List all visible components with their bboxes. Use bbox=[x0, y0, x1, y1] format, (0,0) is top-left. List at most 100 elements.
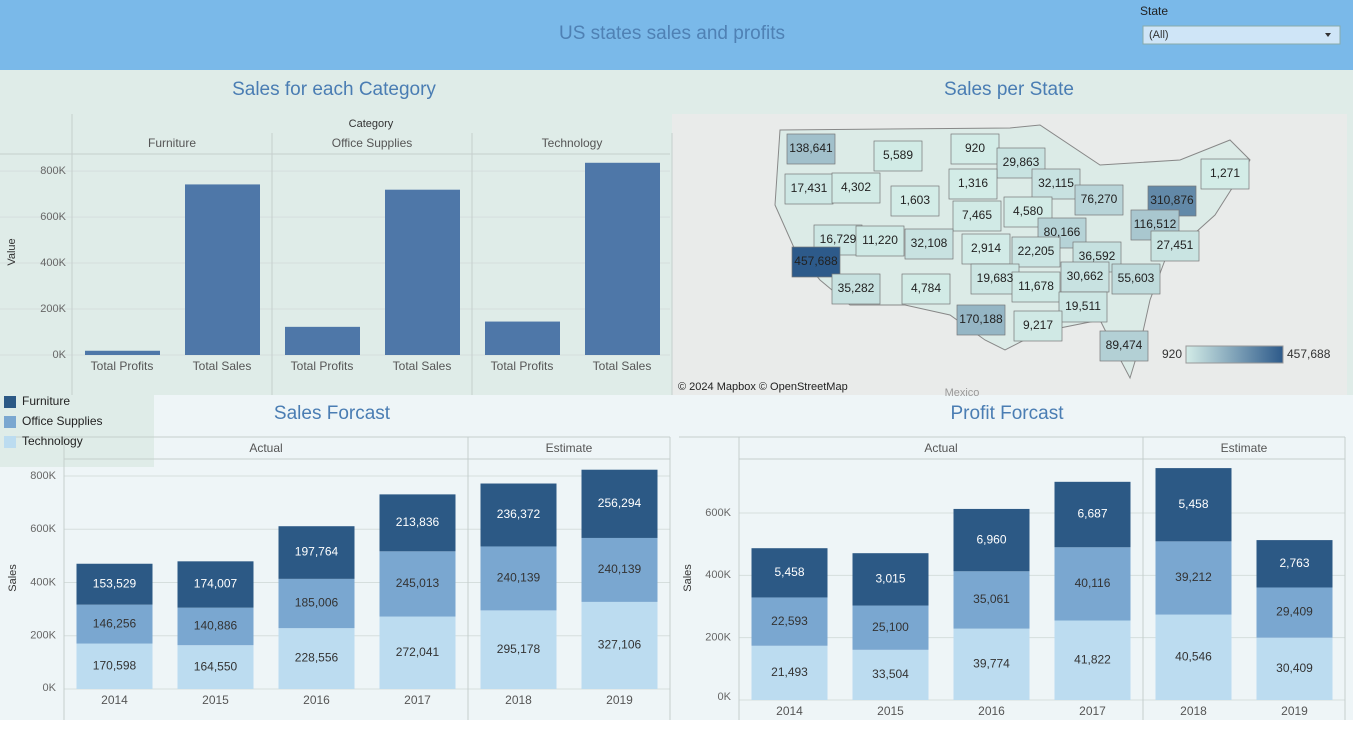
data-label: 245,013 bbox=[396, 576, 440, 590]
x-tick-label: Total Profits bbox=[491, 359, 554, 373]
x-tick-label: 2015 bbox=[877, 704, 904, 718]
state-value-label: 17,431 bbox=[791, 181, 828, 195]
bar-segment bbox=[581, 469, 658, 538]
bar-segment bbox=[379, 551, 456, 617]
state-value-label: 1,316 bbox=[958, 176, 988, 190]
data-label: 228,556 bbox=[295, 651, 339, 665]
bar-segment bbox=[953, 628, 1030, 700]
y-axis-label: Value bbox=[6, 238, 18, 265]
state-value-label: 5,589 bbox=[883, 148, 913, 162]
group-label: Estimate bbox=[1221, 441, 1268, 455]
data-label: 39,774 bbox=[973, 656, 1010, 670]
state bbox=[1031, 168, 1081, 200]
state-value-label: 16,729 bbox=[820, 232, 857, 246]
state bbox=[1099, 330, 1149, 362]
x-tick-label: 2019 bbox=[606, 693, 633, 707]
y-tick-label: 400K bbox=[30, 576, 56, 588]
state bbox=[956, 304, 1006, 336]
state bbox=[1200, 158, 1250, 190]
group-label: Actual bbox=[924, 441, 957, 455]
data-label: 153,529 bbox=[93, 576, 137, 590]
state bbox=[873, 140, 923, 172]
y-axis-label: Sales bbox=[682, 564, 694, 592]
data-label: 25,100 bbox=[872, 620, 909, 634]
header-bar bbox=[0, 0, 1353, 70]
bar-segment bbox=[76, 604, 153, 644]
legend-swatch bbox=[4, 416, 16, 428]
bar-segment bbox=[953, 508, 1030, 572]
dashboard-title: US states sales and profits bbox=[559, 23, 785, 44]
state bbox=[952, 200, 1002, 232]
state bbox=[1011, 236, 1061, 268]
x-tick-label: 2017 bbox=[1079, 704, 1106, 718]
bar-segment bbox=[1155, 614, 1232, 700]
y-tick-label: 600K bbox=[30, 523, 56, 535]
data-label: 240,139 bbox=[598, 562, 642, 576]
state bbox=[970, 263, 1020, 295]
state-value-label: 11,678 bbox=[1018, 279, 1054, 293]
bar-segment bbox=[480, 610, 557, 689]
filter-label: State bbox=[1140, 4, 1168, 18]
facet-label: Technology bbox=[542, 136, 603, 150]
state-value-label: 32,115 bbox=[1038, 176, 1074, 190]
state-value-label: 36,592 bbox=[1079, 249, 1116, 263]
chart-title: Sales per State bbox=[944, 79, 1074, 100]
state-value-label: 4,580 bbox=[1013, 204, 1043, 218]
data-label: 5,458 bbox=[1178, 497, 1208, 511]
state-value-label: 7,465 bbox=[962, 208, 992, 222]
bar bbox=[485, 321, 560, 355]
state bbox=[1150, 230, 1200, 262]
y-tick-label: 600K bbox=[40, 211, 66, 223]
data-label: 3,015 bbox=[875, 572, 905, 586]
data-label: 41,822 bbox=[1074, 652, 1111, 666]
bar-segment bbox=[1054, 481, 1131, 548]
place-label: Mexico bbox=[945, 387, 980, 399]
dropdown-arrow bbox=[1325, 33, 1331, 37]
data-label: 33,504 bbox=[872, 667, 909, 681]
data-label: 272,041 bbox=[396, 645, 440, 659]
state-value-label: 80,166 bbox=[1044, 225, 1081, 239]
data-label: 327,106 bbox=[598, 638, 642, 652]
group-label: Actual bbox=[249, 441, 282, 455]
y-tick-label: 600K bbox=[705, 507, 731, 519]
x-tick-label: Total Sales bbox=[393, 359, 452, 373]
y-tick-label: 200K bbox=[705, 632, 731, 644]
group-label: Estimate bbox=[546, 441, 593, 455]
data-label: 2,763 bbox=[1279, 556, 1309, 570]
x-tick-label: 2018 bbox=[505, 693, 532, 707]
data-label: 6,687 bbox=[1077, 507, 1107, 521]
x-tick-label: Total Sales bbox=[593, 359, 652, 373]
data-label: 236,372 bbox=[497, 507, 541, 521]
x-tick-label: 2018 bbox=[1180, 704, 1207, 718]
state-value-label: 55,603 bbox=[1118, 271, 1155, 285]
filter-dropdown[interactable] bbox=[1142, 25, 1341, 45]
bar-segment bbox=[852, 649, 929, 700]
color-legend bbox=[1185, 345, 1284, 364]
bar-segment bbox=[177, 645, 254, 689]
data-label: 29,409 bbox=[1276, 605, 1313, 619]
chart-title: Sales for each Category bbox=[232, 79, 436, 100]
data-label: 5,458 bbox=[774, 565, 804, 579]
bar bbox=[585, 162, 660, 355]
y-tick-label: 0K bbox=[53, 349, 67, 361]
data-label: 35,061 bbox=[973, 592, 1010, 606]
data-label: 295,178 bbox=[497, 642, 541, 656]
state bbox=[950, 133, 1000, 165]
state-value-label: 19,683 bbox=[977, 271, 1014, 285]
x-tick-label: Total Sales bbox=[193, 359, 252, 373]
color-legend-max: 457,688 bbox=[1287, 347, 1331, 361]
state-value-label: 4,784 bbox=[911, 281, 941, 295]
x-tick-label: 2016 bbox=[978, 704, 1005, 718]
state-value-label: 29,863 bbox=[1003, 155, 1040, 169]
state-value-label: 2,914 bbox=[971, 241, 1001, 255]
legend-label: Technology bbox=[22, 434, 83, 448]
filter-value[interactable]: (All) bbox=[1149, 29, 1169, 41]
state-value-label: 1,603 bbox=[900, 193, 930, 207]
bar-segment bbox=[581, 601, 658, 689]
bar-segment bbox=[278, 628, 355, 689]
state bbox=[904, 228, 954, 260]
state-value-label: 30,662 bbox=[1067, 269, 1104, 283]
bar-segment bbox=[76, 643, 153, 689]
bar-segment bbox=[1054, 547, 1131, 621]
state-value-label: 116,512 bbox=[1134, 217, 1177, 231]
